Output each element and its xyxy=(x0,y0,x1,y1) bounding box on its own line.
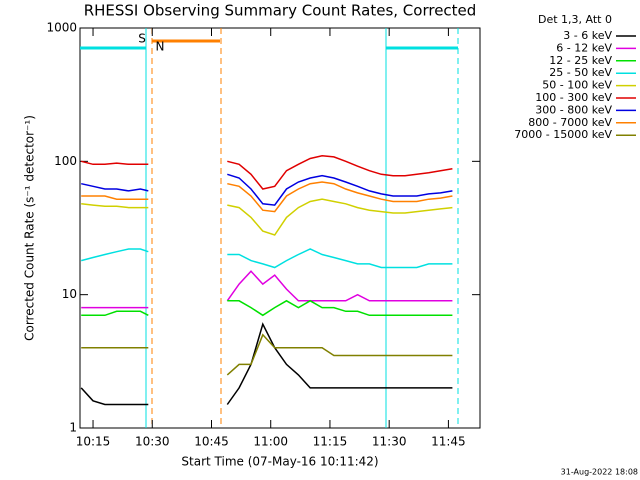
x-tick-label: 11:30 xyxy=(372,435,407,449)
x-tick-label: 10:45 xyxy=(194,435,229,449)
legend-label: 6 - 12 keV xyxy=(556,41,612,54)
legend-label: 300 - 800 keV xyxy=(535,103,612,116)
legend-label: 3 - 6 keV xyxy=(563,29,612,42)
chart-title: RHESSI Observing Summary Count Rates, Co… xyxy=(84,2,477,20)
legend-label: 100 - 300 keV xyxy=(535,91,612,104)
x-tick-label: 11:15 xyxy=(313,435,348,449)
attenuator-markers xyxy=(80,28,459,428)
legend-label: 800 - 7000 keV xyxy=(528,116,612,129)
x-axis-label: Start Time (07-May-16 10:11:42) xyxy=(181,455,378,469)
series-line xyxy=(81,155,453,190)
plot-frame xyxy=(79,27,481,429)
series-line xyxy=(81,299,453,317)
x-tick-label: 10:30 xyxy=(135,435,170,449)
y-tick-label: 10 xyxy=(62,287,77,301)
y-tick-label: 1000 xyxy=(46,21,77,35)
legend-label: 25 - 50 keV xyxy=(549,66,612,79)
y-axis-label: Corrected Count Rate (s⁻¹ detector⁻¹) xyxy=(23,115,37,341)
series-line xyxy=(81,333,453,376)
footer: 31-Aug-2022 18:08 xyxy=(561,468,638,477)
y-tick-label: 1 xyxy=(69,421,77,435)
series-line xyxy=(81,181,453,213)
series-line xyxy=(81,270,453,309)
x-tick-label: 11:45 xyxy=(431,435,466,449)
series-line xyxy=(81,248,453,269)
legend-title: Det 1,3, Att 0 xyxy=(538,13,612,26)
annotation: S xyxy=(138,32,146,46)
annotation: N xyxy=(156,40,165,54)
x-tick-label: 10:15 xyxy=(76,435,111,449)
legend-label: 7000 - 15000 keV xyxy=(514,128,612,141)
legend-label: 50 - 100 keV xyxy=(542,79,612,92)
series-line xyxy=(81,173,453,206)
series-line xyxy=(80,322,453,406)
y-tick-label: 100 xyxy=(54,154,77,168)
series-line xyxy=(81,198,453,236)
legend-label: 12 - 25 keV xyxy=(549,54,612,67)
x-tick-label: 11:00 xyxy=(253,435,288,449)
